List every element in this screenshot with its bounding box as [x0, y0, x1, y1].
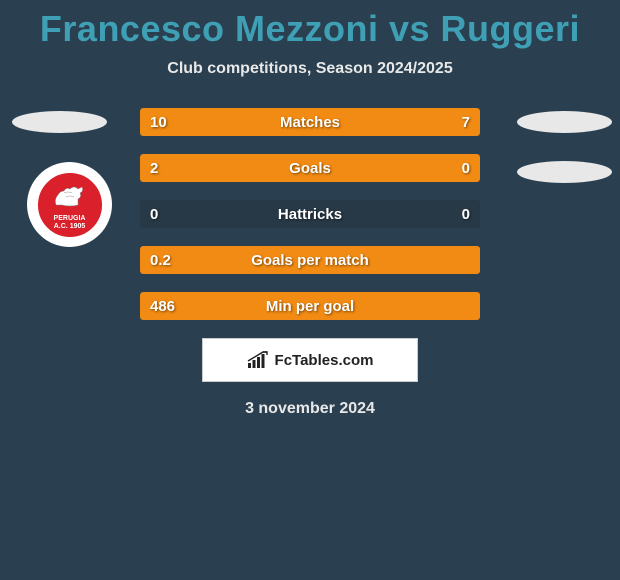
stat-label: Min per goal [140, 292, 480, 320]
stat-row: 20Goals [140, 154, 480, 182]
comparison-subtitle: Club competitions, Season 2024/2025 [0, 60, 620, 78]
player-photo-placeholder-right-1 [517, 111, 612, 133]
comparison-title: Francesco Mezzoni vs Ruggeri [0, 0, 620, 50]
stat-row: 00Hattricks [140, 200, 480, 228]
club-badge-text: PERUGIA A.C. 1905 [38, 215, 102, 230]
stat-row: 486Min per goal [140, 292, 480, 320]
brand-name: FcTables.com [275, 352, 374, 369]
club-suffix: A.C. [54, 223, 68, 230]
stat-row: 0.2Goals per match [140, 246, 480, 274]
snapshot-date: 3 november 2024 [0, 400, 620, 418]
stat-label: Goals per match [140, 246, 480, 274]
club-badge-inner: PERUGIA A.C. 1905 [36, 171, 104, 239]
club-year: 1905 [70, 223, 86, 230]
content-area: PERUGIA A.C. 1905 107Matches 20Goals 00Hat… [0, 108, 620, 418]
bars-chart-icon [247, 351, 269, 369]
stat-label: Hattricks [140, 200, 480, 228]
stat-row: 107Matches [140, 108, 480, 136]
stat-label: Matches [140, 108, 480, 136]
stat-label: Goals [140, 154, 480, 182]
club-name: PERUGIA [54, 215, 86, 222]
griffin-icon [50, 181, 90, 211]
club-badge-left: PERUGIA A.C. 1905 [27, 162, 112, 247]
stats-bars: 107Matches 20Goals 00Hattricks 0.2Goals per… [140, 108, 480, 320]
brand-footer: FcTables.com [202, 338, 418, 382]
player-photo-placeholder-left [12, 111, 107, 133]
player-photo-placeholder-right-2 [517, 161, 612, 183]
